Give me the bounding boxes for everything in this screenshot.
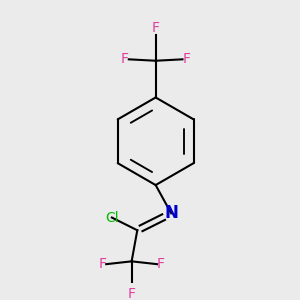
Text: Cl: Cl <box>105 211 119 225</box>
Text: F: F <box>157 257 165 271</box>
Text: F: F <box>152 21 160 35</box>
Text: F: F <box>98 257 106 271</box>
Text: F: F <box>121 52 129 66</box>
Text: F: F <box>128 287 136 300</box>
Text: N: N <box>164 204 178 222</box>
Text: F: F <box>182 52 190 66</box>
